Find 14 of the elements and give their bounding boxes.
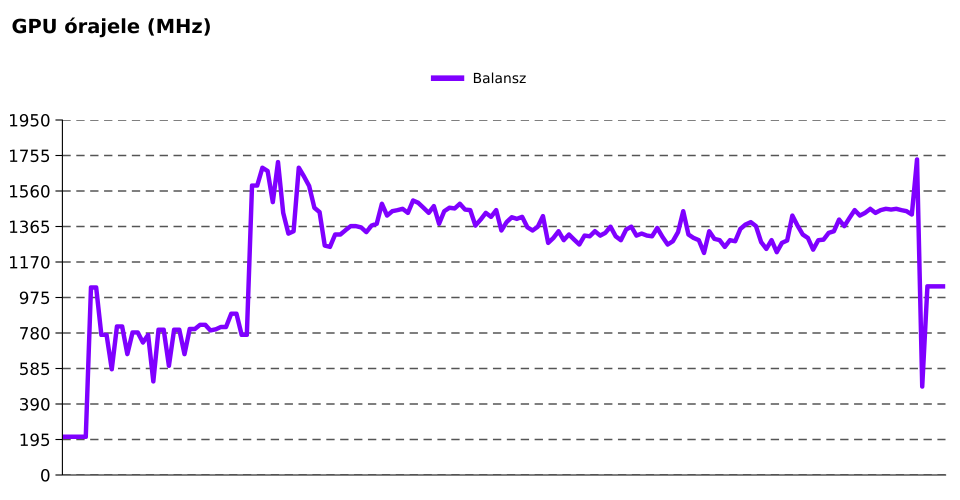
y-tick-label: 1170 (10, 256, 50, 269)
y-tick-label: 585 (20, 362, 50, 376)
y-tick-label: 1950 (10, 114, 50, 127)
y-tick-label: 1560 (10, 184, 50, 198)
legend-label: Balansz (474, 72, 526, 84)
y-tick-label: 0 (41, 468, 50, 482)
y-tick-label: 390 (20, 398, 50, 411)
y-tick-label: 1755 (10, 150, 50, 162)
y-tick-label: 780 (20, 326, 50, 340)
chart-title: GPU órajele (MHz) (12, 18, 210, 38)
y-tick-label: 975 (20, 291, 50, 304)
y-tick-label: 195 (20, 433, 50, 446)
line-series (62, 157, 946, 439)
y-tick-label: 1365 (10, 220, 50, 234)
